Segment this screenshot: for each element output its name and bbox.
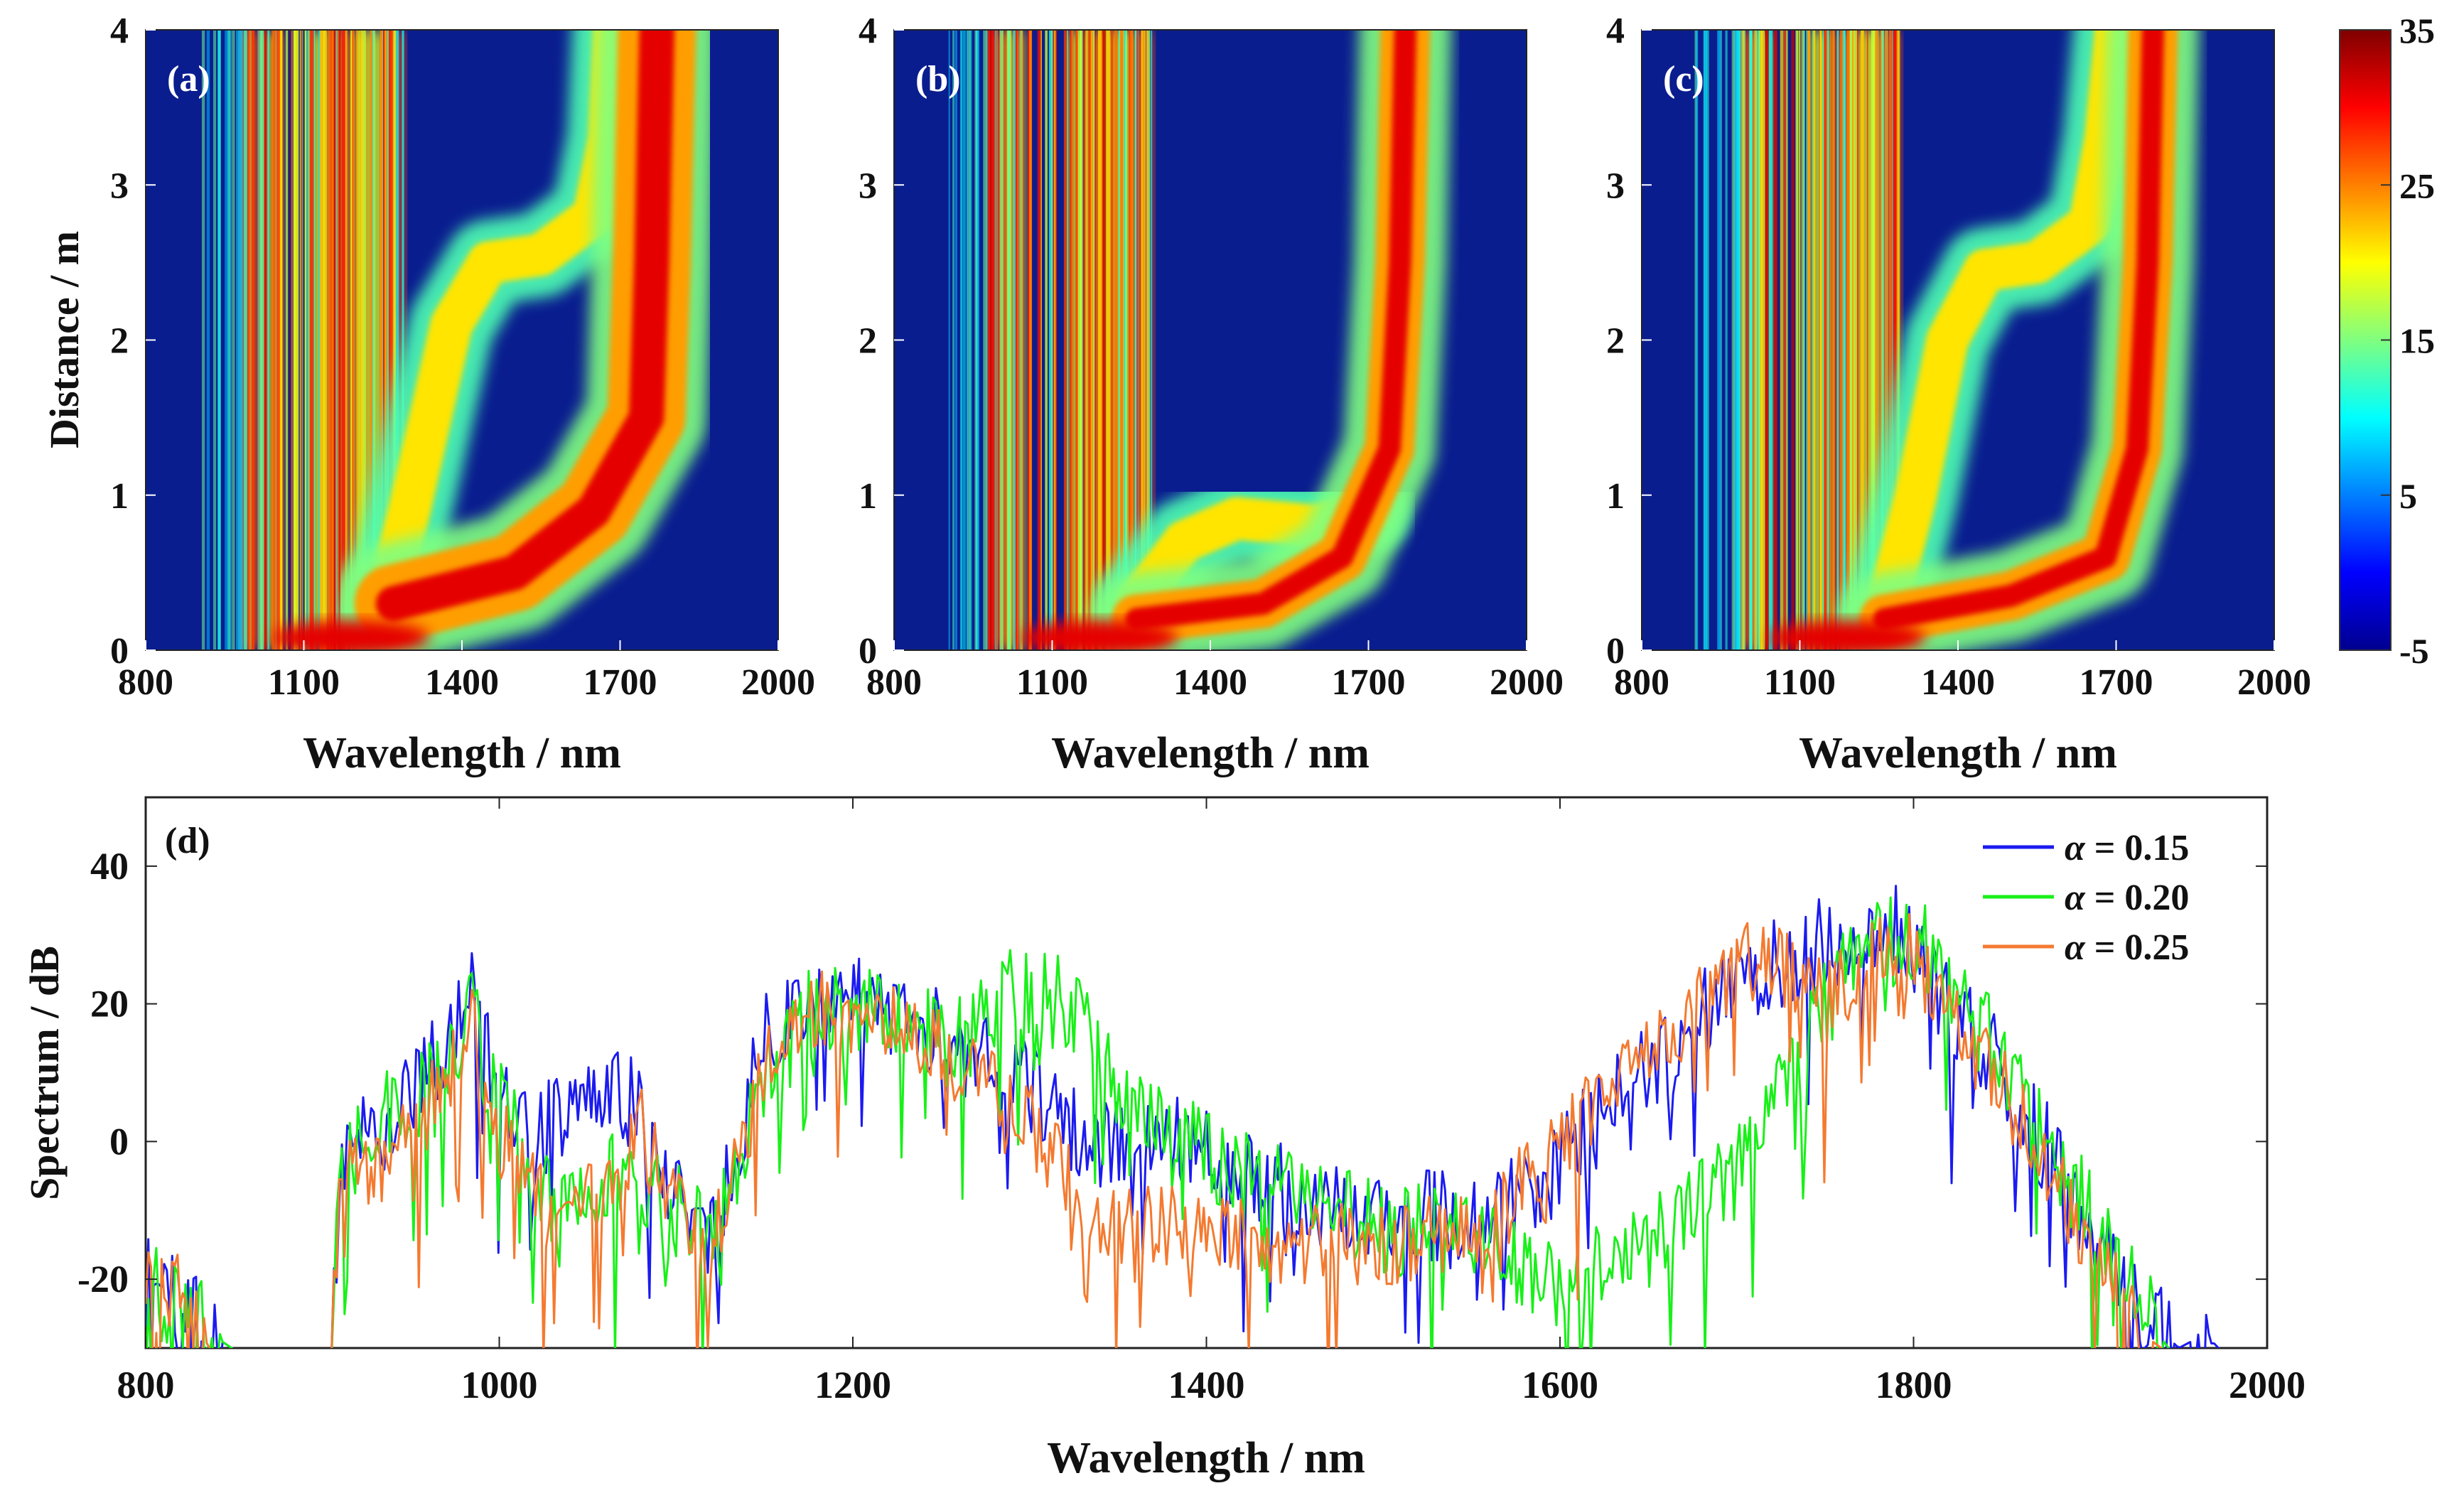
y-tick-label: 2 [859, 321, 877, 362]
y-tick-label: 3 [110, 166, 129, 206]
legend-label: α = 0.20 [2065, 878, 2189, 918]
heatmap-a-axes: 800 1100 1400 1700 2000 0 1 2 3 4 [110, 11, 815, 703]
x-tick-label: 1000 [461, 1364, 538, 1406]
x-axis-label-c: Wavelength / nm [1799, 729, 2117, 777]
pump-core [1769, 620, 1926, 650]
x-tick-label: 1100 [1016, 662, 1088, 703]
y-tick-label: 3 [1606, 166, 1625, 206]
x-tick-label: 1700 [583, 662, 657, 703]
heatmap-a-bands [201, 30, 718, 650]
x-tick-label: 2000 [741, 662, 815, 703]
legend-value: = 0.20 [2085, 878, 2190, 918]
x-tick-label: 2000 [1490, 662, 1564, 703]
x-tick-label: 800 [866, 662, 922, 703]
panel-label-a: (a) [167, 59, 210, 99]
line-plot-frame [144, 796, 2269, 1349]
y-axis-label-a: Distance / m [41, 231, 87, 448]
x-tick-label: 1700 [2080, 662, 2153, 703]
colorbar-ticks: 35 25 15 5 -5 [2381, 11, 2435, 671]
y-tick-label: 4 [1606, 11, 1625, 51]
series-line [146, 912, 2163, 1348]
x-tick-label: 800 [1614, 662, 1669, 703]
x-tick-label: 1800 [1876, 1364, 1952, 1406]
y-tick-label: 0 [109, 1120, 129, 1163]
pump-core [273, 620, 430, 650]
x-tick-label: 800 [117, 1364, 175, 1406]
panel-label-b: (b) [915, 59, 961, 99]
y-tick-label: 20 [90, 983, 129, 1025]
spectrum-lines [146, 885, 2220, 1348]
legend-value: = 0.15 [2085, 828, 2190, 868]
y-tick-label: -20 [77, 1258, 129, 1300]
y-tick-label: 2 [1606, 321, 1625, 362]
y-tick-label: 2 [110, 321, 129, 362]
heatmap-b-axes: 800 1100 1400 1700 2000 0 1 2 3 4 [859, 11, 1564, 703]
colorbar-tick-label: 35 [2399, 11, 2435, 50]
legend-label: α = 0.15 [2065, 828, 2189, 868]
panel-label-c: (c) [1663, 59, 1704, 99]
colorbar: 35 25 15 5 -5 [2339, 11, 2435, 671]
heatmap-panel-b: (b) 800 1100 1400 1700 2000 0 1 2 3 4 Wavelength … [859, 11, 1564, 777]
x-axis-label-a: Wavelength / nm [303, 729, 621, 777]
x-tick-label: 1100 [1764, 662, 1836, 703]
y-tick-label: 40 [90, 845, 129, 888]
y-tick-label: 1 [1606, 476, 1625, 517]
x-tick-label: 2000 [2237, 662, 2311, 703]
colorbar-tick-label: 25 [2399, 166, 2435, 205]
x-axis-label-b: Wavelength / nm [1051, 729, 1370, 777]
legend-greek: α [2065, 878, 2086, 918]
soliton-core [1125, 30, 1417, 631]
soliton-core [1873, 30, 2165, 631]
y-tick-label: 0 [1606, 631, 1625, 672]
legend-greek: α [2065, 927, 2086, 968]
heatmap-c-bands [1694, 30, 2200, 650]
x-tick-label: 1400 [1168, 1364, 1245, 1406]
x-tick-label: 800 [118, 662, 173, 703]
y-tick-label: 4 [110, 11, 129, 51]
x-tick-label: 1200 [814, 1364, 891, 1406]
legend-value: = 0.25 [2085, 927, 2190, 968]
y-tick-label: 3 [859, 166, 877, 206]
pump-core [1021, 620, 1178, 650]
heatmap-c-axes: 800 1100 1400 1700 2000 0 1 2 3 4 [1606, 11, 2311, 703]
soliton-core [375, 30, 675, 622]
x-tick-label: 1700 [1332, 662, 1406, 703]
line-plot-axes: 800 1000 1200 1400 1600 1800 2000 40 20 0 -20 [77, 797, 2306, 1406]
heatmap-b-bands [948, 30, 1452, 650]
legend-label: α = 0.25 [2065, 927, 2189, 968]
x-tick-label: 1100 [268, 662, 340, 703]
x-tick-label: 1400 [425, 662, 499, 703]
legend: α = 0.15α = 0.20α = 0.25 [1983, 828, 2189, 968]
y-tick-label: 4 [859, 11, 877, 51]
y-tick-label: 0 [110, 631, 129, 672]
y-tick-label: 1 [110, 476, 129, 517]
colorbar-tick-label: -5 [2399, 631, 2429, 671]
heatmap-panel-a: (a) 800 1100 1400 1700 2000 0 1 2 3 4 Distance / … [41, 11, 815, 777]
x-tick-label: 1400 [1921, 662, 1995, 703]
y-tick-label: 0 [859, 631, 877, 672]
y-axis-label-d: Spectrum / dB [21, 946, 68, 1200]
y-tick-label: 1 [859, 476, 877, 517]
panel-label-d: (d) [165, 821, 210, 861]
heatmap-panel-c: (c) 800 1100 1400 1700 2000 0 1 2 3 4 Wavelength … [1606, 11, 2311, 777]
colorbar-tick-label: 15 [2399, 321, 2435, 361]
legend-greek: α [2065, 828, 2086, 868]
x-tick-label: 1400 [1173, 662, 1247, 703]
x-axis-label-d: Wavelength / nm [1047, 1434, 1365, 1482]
colorbar-tick-label: 5 [2399, 476, 2417, 516]
x-tick-label: 1600 [1522, 1364, 1598, 1406]
x-tick-label: 2000 [2229, 1364, 2306, 1406]
dispersive-wave [1863, 30, 2138, 641]
